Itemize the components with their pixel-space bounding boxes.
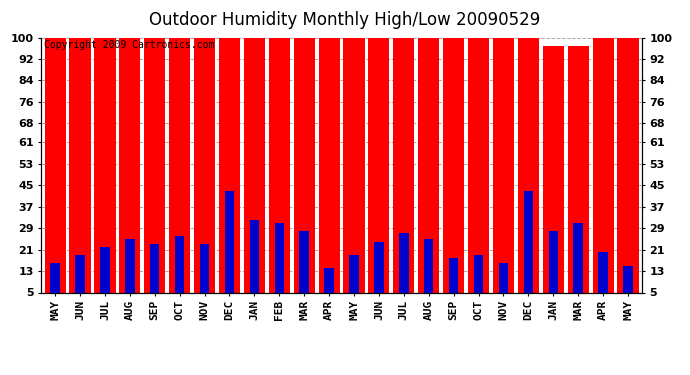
Bar	[268, 38, 290, 292]
Bar	[200, 244, 209, 292]
Bar	[368, 38, 389, 292]
Bar	[119, 38, 140, 292]
Bar	[219, 38, 240, 292]
Bar	[418, 38, 440, 292]
Bar	[598, 252, 608, 292]
Bar	[524, 190, 533, 292]
Bar	[618, 38, 638, 292]
Bar	[344, 38, 364, 292]
Bar	[573, 223, 583, 292]
Bar	[623, 266, 633, 292]
Bar	[424, 239, 433, 292]
Bar	[393, 38, 415, 292]
Bar	[95, 38, 115, 292]
Bar	[70, 38, 90, 292]
Bar	[499, 263, 509, 292]
Bar	[493, 38, 514, 292]
Bar	[568, 45, 589, 292]
Bar	[593, 38, 613, 292]
Bar	[175, 236, 184, 292]
Bar	[518, 38, 539, 292]
Bar	[374, 242, 384, 292]
Bar	[50, 263, 60, 292]
Bar	[244, 38, 265, 292]
Bar	[468, 38, 489, 292]
Bar	[443, 38, 464, 292]
Bar	[144, 38, 166, 292]
Bar	[100, 247, 110, 292]
Bar	[449, 258, 458, 292]
Bar	[549, 231, 558, 292]
Text: Copyright 2009 Cartronics.com: Copyright 2009 Cartronics.com	[44, 40, 215, 50]
Bar	[125, 239, 135, 292]
Bar	[349, 255, 359, 292]
Bar	[45, 38, 66, 292]
Bar	[75, 255, 85, 292]
Text: Outdoor Humidity Monthly High/Low 20090529: Outdoor Humidity Monthly High/Low 200905…	[149, 11, 541, 29]
Bar	[399, 234, 408, 292]
Bar	[194, 38, 215, 292]
Bar	[150, 244, 159, 292]
Bar	[543, 45, 564, 292]
Bar	[299, 231, 309, 292]
Bar	[319, 38, 339, 292]
Bar	[324, 268, 334, 292]
Bar	[250, 220, 259, 292]
Bar	[225, 190, 234, 292]
Bar	[294, 38, 315, 292]
Bar	[275, 223, 284, 292]
Bar	[169, 38, 190, 292]
Bar	[474, 255, 483, 292]
